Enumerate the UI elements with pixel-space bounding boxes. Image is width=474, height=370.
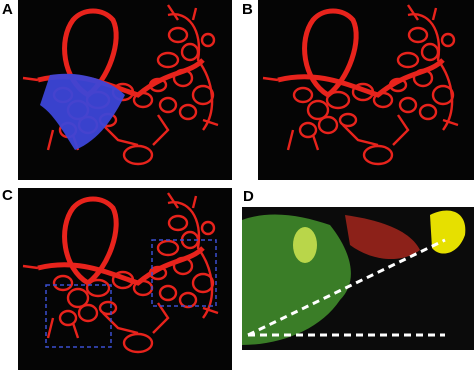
red-signal — [345, 215, 420, 260]
yellow-signal — [430, 210, 466, 254]
panel-label: A — [2, 1, 13, 18]
panel-label: C — [2, 187, 13, 204]
angle-line — [247, 238, 446, 337]
roi-box — [151, 239, 217, 307]
panel-label: D — [243, 188, 254, 205]
green-signal — [242, 214, 351, 345]
bright-spot — [293, 227, 317, 263]
highlight-region — [40, 73, 125, 150]
panel-label: B — [242, 1, 253, 18]
